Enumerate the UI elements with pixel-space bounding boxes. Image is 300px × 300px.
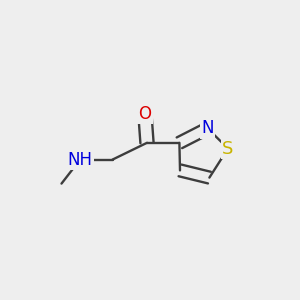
Text: O: O (138, 105, 152, 123)
Text: S: S (222, 140, 234, 158)
Text: NH: NH (68, 151, 93, 169)
Text: N: N (201, 119, 214, 137)
